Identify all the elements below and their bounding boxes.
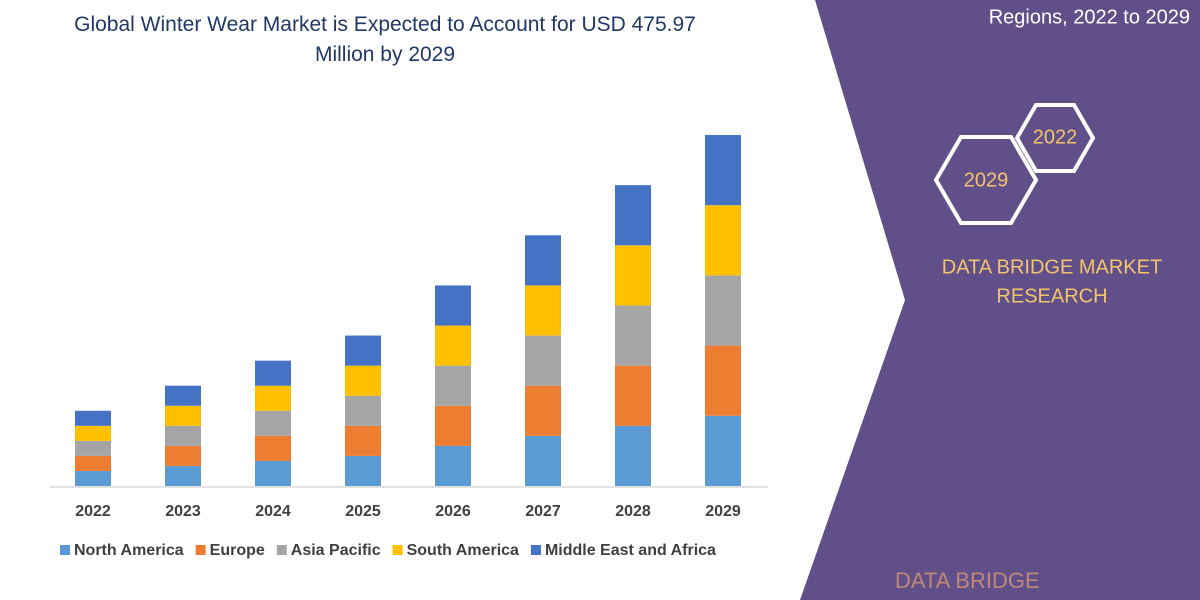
x-tick-label: 2029 [705,503,741,520]
bar-segment [165,465,201,486]
legend-swatch [392,545,403,555]
bar-segment [435,325,471,366]
bar-segment [345,425,381,456]
x-tick-label: 2028 [615,503,651,520]
bar-segment [345,335,381,366]
hex-label: 2022 [1033,126,1078,148]
x-tick-label: 2024 [255,503,291,520]
bar-segment [435,405,471,446]
x-tick-label: 2026 [435,503,471,520]
bar-segment [345,365,381,396]
x-tick-label: 2022 [75,503,111,520]
hexagon [933,135,1039,225]
bar-segment [615,245,651,306]
bar-segment [525,435,561,486]
bar-segment [525,235,561,286]
bar-segment [75,410,111,426]
hex-label: 2029 [964,169,1009,191]
bar-segment [255,460,291,486]
bar-segment [525,285,561,336]
x-tick-label: 2025 [345,503,381,520]
bar-segment [705,135,741,206]
legend-swatch [530,545,541,555]
bar-segment [255,435,291,461]
bar-segment [255,360,291,386]
bar-segment [615,185,651,246]
legend-label: Middle East and Africa [545,542,716,559]
side-panel [800,0,1200,600]
bar-segment [615,425,651,486]
bar-segment [435,365,471,406]
bar-segment [165,425,201,446]
bar-segment [525,335,561,386]
bar-segment [615,305,651,366]
hexagon [1014,103,1096,173]
bar-segment [165,405,201,426]
bar-segment [75,455,111,471]
brand-text: RESEARCH [996,285,1107,307]
legend-swatch [60,545,70,555]
bar-segment [705,275,741,346]
legend-swatch [276,545,287,555]
bar-segment [705,345,741,416]
logo-text: DATA BRIDGE [895,568,1040,593]
bar-segment [435,285,471,326]
panel-subtitle: Regions, 2022 to 2029 [989,6,1190,28]
bar-segment [165,385,201,406]
legend-label: South America [407,542,519,559]
brand-text: DATA BRIDGE MARKET [942,256,1162,278]
legend-label: Europe [210,542,265,559]
bar-segment [615,365,651,426]
legend-label: North America [74,542,184,559]
chart-title: Global Winter Wear Market is Expected to… [74,13,696,66]
bar-segment [525,385,561,436]
bar-segment [75,425,111,441]
bar-segment [345,455,381,486]
bar-segment [75,440,111,456]
x-tick-label: 2023 [165,503,201,520]
legend-label: Asia Pacific [291,542,381,559]
bar-segment [165,445,201,466]
bar-segment [705,205,741,276]
x-tick-label: 2027 [525,503,561,520]
bar-segment [255,385,291,411]
legend-swatch [195,545,206,555]
bar-segment [345,395,381,426]
bar-segment [705,415,741,486]
bar-segment [75,470,111,486]
bar-segment [435,445,471,486]
bar-segment [255,410,291,436]
